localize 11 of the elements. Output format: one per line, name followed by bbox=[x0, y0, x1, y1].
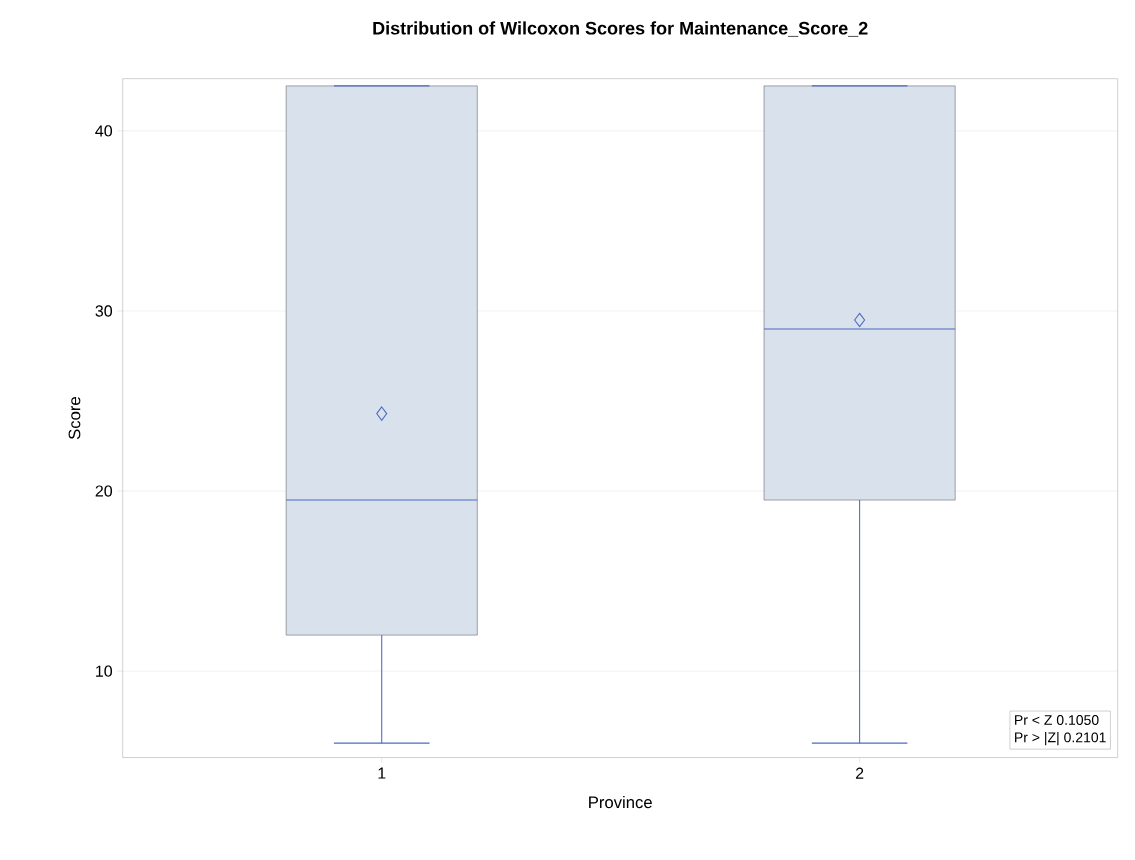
x-tick-label: 1 bbox=[378, 767, 386, 779]
y-tick-label: 10 bbox=[96, 665, 113, 677]
x-tick-label: 2 bbox=[855, 767, 864, 779]
y-tick-label: 40 bbox=[95, 125, 113, 137]
chart-title: Distribution of Wilcoxon Scores for Maintenance_Score_2 bbox=[373, 21, 868, 37]
x-axis-title: Province bbox=[589, 795, 652, 809]
y-tick-label: 30 bbox=[95, 305, 113, 317]
y-axis-title: Score bbox=[68, 396, 81, 440]
annotation: Pr < Z 0.1050 bbox=[1015, 714, 1099, 725]
annotation: Pr > |Z| 0.2101 bbox=[1015, 731, 1106, 746]
y-tick-label: 20 bbox=[95, 485, 113, 497]
